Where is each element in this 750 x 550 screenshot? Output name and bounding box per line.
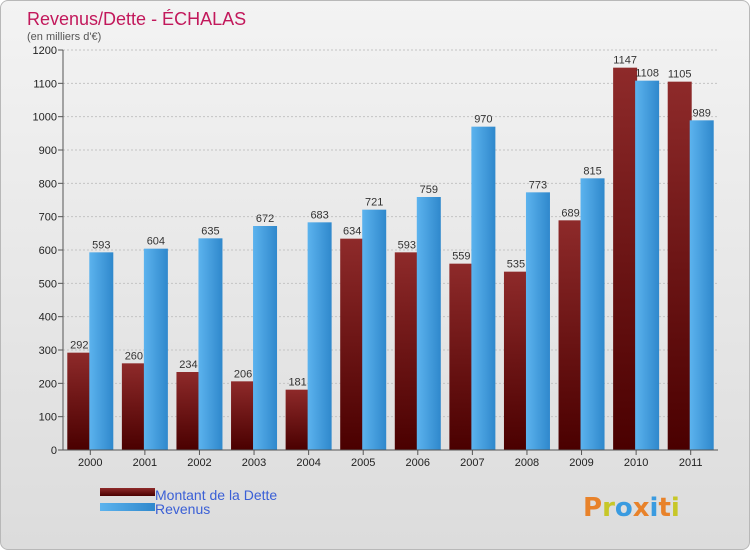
y-tick-label: 1100: [33, 78, 57, 90]
logo-letter: t: [658, 493, 670, 523]
bar-revenus: [198, 238, 223, 450]
y-tick-label: 600: [39, 245, 57, 257]
bar-dette: [667, 81, 692, 451]
data-label-revenus: 604: [147, 236, 165, 248]
bar-dette: [394, 252, 419, 450]
data-label-dette: 689: [561, 207, 579, 219]
bar-revenus: [416, 197, 441, 450]
bar-revenus: [525, 192, 550, 451]
data-label-dette: 535: [507, 259, 525, 271]
y-tick-label: 700: [39, 212, 57, 224]
legend-label-debt: Montant de la Dette: [155, 487, 277, 503]
x-tick-label: 2000: [78, 457, 102, 469]
y-tick-label: 900: [39, 145, 57, 157]
data-label-revenus: 759: [420, 184, 438, 196]
data-label-revenus: 672: [256, 213, 274, 225]
data-label-revenus: 773: [529, 179, 547, 191]
bar-revenus: [580, 178, 605, 451]
bar-revenus: [253, 226, 278, 450]
bar-dette: [503, 271, 528, 450]
logo-letter: o: [615, 493, 633, 523]
data-label-revenus: 683: [310, 209, 328, 221]
y-tick-label: 100: [39, 412, 57, 424]
x-tick-label: 2004: [296, 457, 320, 469]
bar-revenus: [89, 252, 114, 450]
x-tick-label: 2001: [133, 457, 157, 469]
legend-label-revenus: Revenus: [155, 501, 210, 517]
x-tick-label: 2010: [624, 457, 648, 469]
data-label-revenus: 635: [201, 225, 219, 237]
bar-dette: [67, 352, 92, 450]
x-axis: 2000 2001 2002 2003 2004 2005 2006 2007 2008 2009…: [63, 449, 718, 469]
bar-dette: [449, 263, 474, 450]
logo-letter: r: [602, 493, 615, 523]
bar-revenus: [307, 222, 332, 450]
data-label-revenus: 721: [365, 197, 383, 209]
proxiti-logo: Proxiti: [583, 493, 680, 523]
x-tick-label: 2007: [460, 457, 484, 469]
data-label-dette: 559: [452, 251, 470, 263]
y-tick-label: 0: [51, 445, 57, 457]
bar-dette: [121, 363, 146, 450]
data-label-revenus: 1108: [635, 68, 659, 80]
data-label-dette: 260: [125, 350, 143, 362]
x-tick-label: 2003: [242, 457, 266, 469]
y-tick-label: 300: [39, 345, 57, 357]
x-tick-label: 2002: [187, 457, 211, 469]
legend-swatch-debt: [100, 488, 155, 496]
bar-dette: [176, 372, 201, 450]
logo-letter: P: [583, 493, 602, 523]
bars: 292 593 260 604 234 635 206 672 181 683 634 721 593 7…: [67, 55, 714, 451]
chart-subtitle: (en milliers d'€): [27, 31, 101, 43]
bar-revenus: [471, 126, 496, 451]
logo-letter: x: [633, 493, 650, 523]
legend-swatch-revenus: [100, 503, 155, 511]
bar-revenus: [635, 80, 660, 451]
chart-title: Revenus/Dette - ÉCHALAS: [27, 9, 246, 29]
data-label-dette: 181: [288, 377, 306, 389]
data-label-revenus: 970: [474, 114, 492, 126]
x-tick-label: 2005: [351, 457, 375, 469]
y-tick-label: 1200: [33, 45, 57, 57]
y-axis: 0 100 200 300 400 500 600 700 800 900 1000 1100 1200: [33, 45, 64, 457]
bar-revenus: [362, 209, 387, 450]
y-tick-label: 500: [39, 278, 57, 290]
bar-dette: [231, 381, 256, 450]
bar-revenus: [689, 120, 714, 450]
data-label-dette: 206: [234, 368, 252, 380]
legend: Montant de la Dette Revenus: [100, 487, 277, 517]
x-tick-label: 2011: [679, 457, 703, 469]
data-label-revenus: 989: [693, 107, 711, 119]
data-label-dette: 1147: [613, 55, 637, 67]
data-label-dette: 1105: [668, 69, 692, 81]
bar-dette: [285, 389, 310, 450]
bar-dette: [613, 67, 638, 451]
y-tick-label: 400: [39, 312, 57, 324]
x-tick-label: 2009: [569, 457, 593, 469]
data-label-dette: 593: [398, 239, 416, 251]
data-label-revenus: 815: [583, 165, 601, 177]
data-label-dette: 634: [343, 226, 361, 238]
bar-dette: [340, 238, 365, 450]
y-tick-label: 200: [39, 378, 57, 390]
x-tick-label: 2008: [515, 457, 539, 469]
y-tick-label: 1000: [33, 112, 57, 124]
data-label-dette: 292: [70, 340, 88, 352]
x-tick-label: 2006: [406, 457, 430, 469]
logo-letter: i: [650, 493, 659, 523]
data-label-revenus: 593: [92, 239, 110, 251]
data-label-dette: 234: [179, 359, 197, 371]
bar-dette: [558, 220, 583, 450]
y-tick-label: 800: [39, 178, 57, 190]
logo-letter: i: [671, 493, 680, 523]
bar-revenus: [143, 248, 168, 450]
